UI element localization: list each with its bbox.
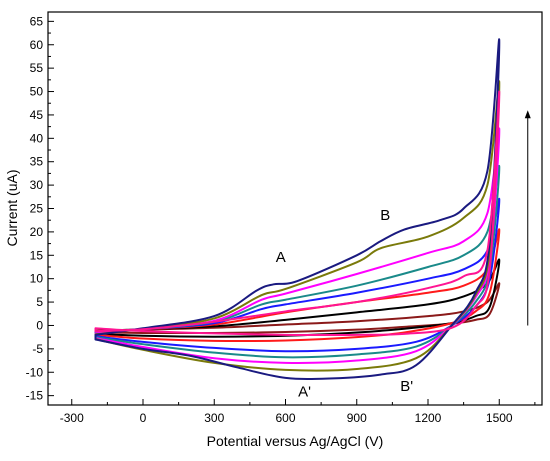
y-tick-label: 25 <box>30 202 44 216</box>
x-tick-label: 0 <box>140 411 147 425</box>
peak-label: A <box>276 249 286 266</box>
scan-direction-arrow <box>524 110 531 326</box>
annotation-layer: A B A' B' <box>276 207 413 400</box>
cv-curve-1 <box>94 282 501 335</box>
y-tick-label: -10 <box>26 365 44 379</box>
x-axis-ticks: -300 0 300 600 900 1200 1500 <box>60 399 536 425</box>
y-tick-label: 15 <box>30 248 44 262</box>
x-tick-label: 900 <box>347 411 367 425</box>
x-tick-label: 1200 <box>415 411 442 425</box>
cv-curve-5 <box>94 165 501 359</box>
peak-label: A' <box>298 384 311 401</box>
x-axis-title: Potential versus Ag/AgCl (V) <box>207 433 384 449</box>
y-tick-label: -15 <box>26 389 44 403</box>
y-tick-label: -5 <box>32 342 43 356</box>
x-tick-label: 300 <box>204 411 224 425</box>
cv-curve-8 <box>94 38 501 380</box>
y-tick-label: 55 <box>30 61 44 75</box>
y-tick-label: 0 <box>36 318 43 332</box>
arrow-head <box>524 110 531 119</box>
y-tick-label: 40 <box>30 131 44 145</box>
y-tick-label: 45 <box>30 108 44 122</box>
y-tick-label: 50 <box>30 85 44 99</box>
y-tick-label: 65 <box>30 14 44 28</box>
cv-curve-2 <box>94 258 501 338</box>
y-axis-title: Current (uA) <box>4 169 20 246</box>
y-tick-label: 20 <box>30 225 44 239</box>
peak-label: B' <box>400 378 413 395</box>
x-tick-label: 600 <box>275 411 295 425</box>
peak-label: B <box>380 207 390 224</box>
y-axis-ticks: -15 -10 -5 0 5 10 15 20 25 30 35 40 45 50 55 60 65 <box>26 14 54 403</box>
x-tick-label: 1500 <box>486 411 513 425</box>
cv-curve-3 <box>94 228 501 343</box>
x-tick-label: -300 <box>60 411 84 425</box>
y-tick-label: 35 <box>30 155 44 169</box>
y-tick-label: 60 <box>30 38 44 52</box>
cv-curve-6 <box>94 127 501 364</box>
y-tick-label: 10 <box>30 272 44 286</box>
y-tick-label: 5 <box>36 295 43 309</box>
curve-layer <box>94 38 501 380</box>
y-tick-label: 30 <box>30 178 44 192</box>
cv-curve-9 <box>94 90 501 336</box>
cv-curve-4 <box>94 198 501 353</box>
